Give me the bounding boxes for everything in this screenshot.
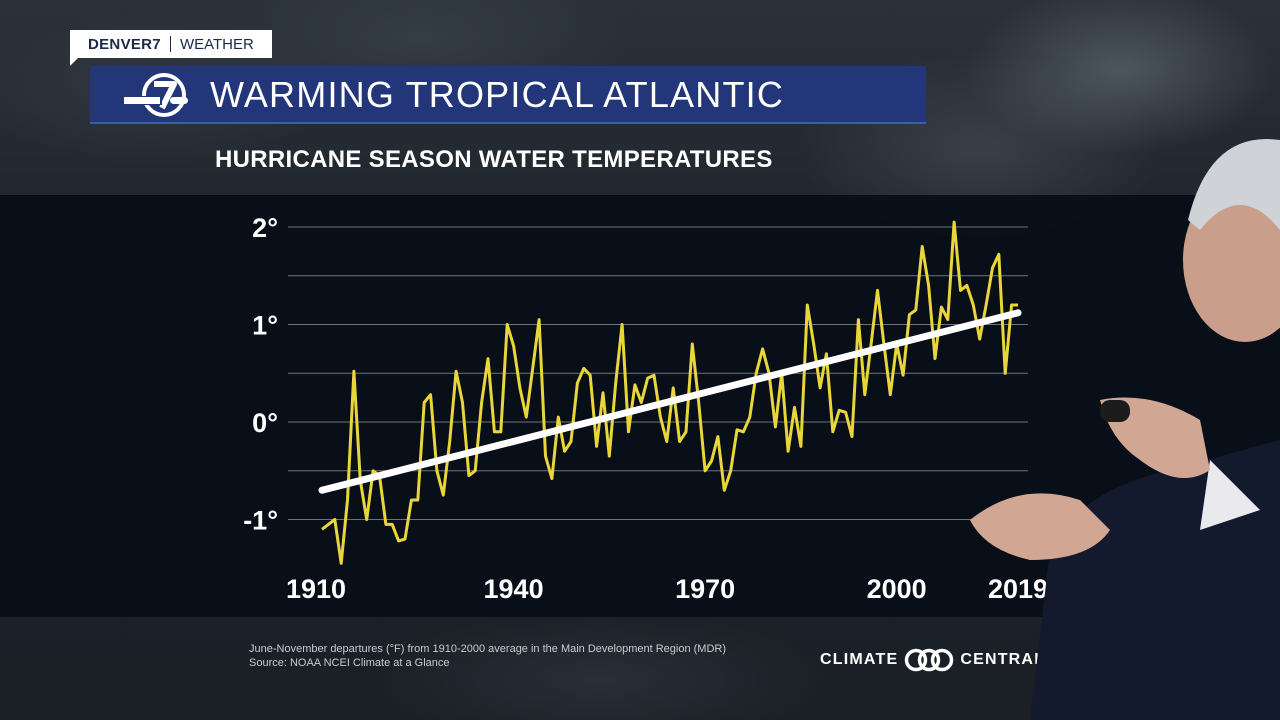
footnote-source: Source: NOAA NCEI Climate at a Glance	[249, 657, 450, 669]
x-tick-label: 1910	[286, 574, 346, 604]
y-tick-label: -1°	[243, 506, 278, 536]
x-tick-label: 2000	[867, 574, 927, 604]
climate-central-logo: CLIMATE CENTRAL	[820, 648, 1045, 672]
y-tick-label: 2°	[252, 213, 278, 243]
title-bar	[90, 66, 926, 124]
station-brand-tag: DENVER7 WEATHER	[70, 30, 272, 58]
climate-central-right-text: CENTRAL	[960, 651, 1046, 668]
x-tick-label: 1970	[675, 574, 735, 604]
section-name: WEATHER	[179, 35, 254, 53]
brand-divider	[169, 36, 171, 52]
series-line	[321, 220, 1018, 565]
footnote-departures: June-November departures (°F) from 1910-…	[249, 643, 727, 655]
climate-central-left-text: CLIMATE	[820, 651, 899, 668]
chart-subtitle: HURRICANE SEASON WATER TEMPERATURES	[215, 146, 773, 173]
x-tick-label: 1940	[484, 574, 544, 604]
y-tick-label: 0°	[252, 408, 278, 438]
station-name: DENVER7	[88, 35, 161, 53]
denver7-logo-icon	[122, 73, 188, 117]
trend-line	[318, 309, 1022, 494]
page-title: WARMING TROPICAL ATLANTIC	[210, 74, 785, 115]
climate-central-rings-icon	[905, 648, 954, 672]
x-tick-label: 2019	[988, 574, 1048, 604]
y-tick-label: 1°	[252, 311, 278, 341]
presenter-figure	[970, 139, 1280, 720]
brand-tag-tail	[70, 58, 78, 66]
temperature-line-chart: 2° 1° 0° -1° 1910 1940 1970 2000 2019	[243, 213, 1048, 604]
